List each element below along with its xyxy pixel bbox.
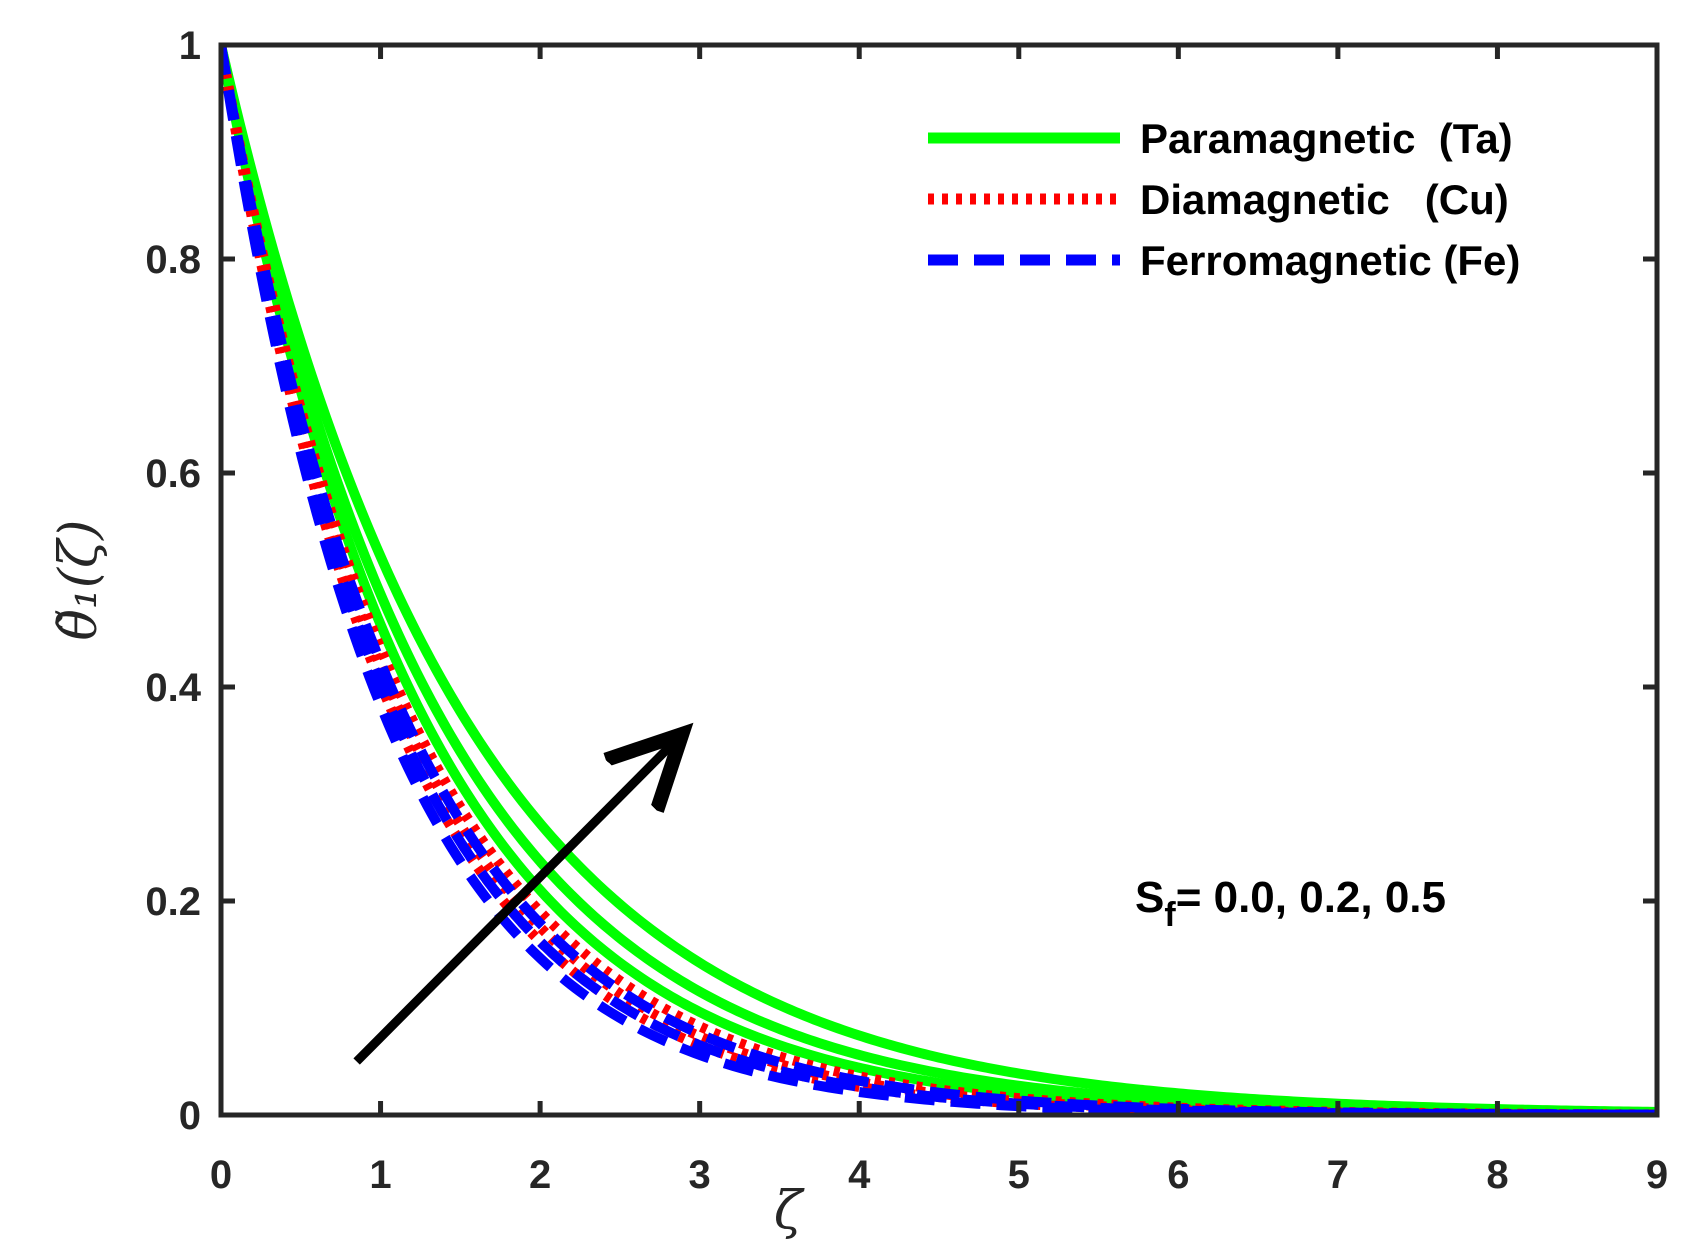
series-line-diamagnetic-sf-0 — [221, 45, 1657, 1115]
legend: Paramagnetic (Ta) Diamagnetic (Cu) Ferro… — [928, 115, 1520, 284]
y-tick-label: 0.8 — [145, 238, 201, 282]
legend-label-paramagnetic: Paramagnetic (Ta) — [1140, 115, 1513, 162]
x-tick-label: 3 — [689, 1153, 711, 1197]
x-tick-label: 6 — [1167, 1153, 1189, 1197]
sf-annotation-prefix: S — [1135, 873, 1164, 922]
y-tick-label: 0.6 — [145, 452, 201, 496]
x-tick-label: 5 — [1008, 1153, 1030, 1197]
x-tick-label: 0 — [210, 1153, 232, 1197]
y-tick-label: 0.4 — [145, 666, 201, 710]
trend-arrow — [353, 741, 676, 1065]
x-tick-label: 1 — [369, 1153, 391, 1197]
x-tick-label: 7 — [1327, 1153, 1349, 1197]
plot-frame — [218, 42, 1660, 1118]
y-tick-label: 0 — [179, 1094, 201, 1138]
x-tick-label: 4 — [848, 1153, 871, 1197]
legend-label-diamagnetic: Diamagnetic (Cu) — [1140, 176, 1509, 223]
ticks-layer: 0 1 2 3 4 5 6 7 8 9 0 0.2 0.4 0.6 0.8 1 — [145, 24, 1668, 1197]
y-axis-label: θ̃₁(ζ) — [49, 520, 109, 641]
x-axis-label: ζ — [774, 1181, 805, 1241]
sf-annotation: Sf= 0.0, 0.2, 0.5 — [1135, 873, 1446, 934]
y-tick-label: 1 — [179, 24, 201, 68]
x-tick-label: 2 — [529, 1153, 551, 1197]
x-tick-label: 9 — [1646, 1153, 1668, 1197]
legend-label-ferromagnetic: Ferromagnetic (Fe) — [1140, 237, 1520, 284]
sf-annotation-values: = 0.0, 0.2, 0.5 — [1176, 873, 1446, 922]
x-tick-label: 8 — [1486, 1153, 1508, 1197]
y-tick-label: 0.2 — [145, 880, 201, 924]
sf-annotation-subscript: f — [1164, 896, 1176, 934]
series-line-ferromagnetic-sf-0_2 — [221, 45, 1657, 1115]
